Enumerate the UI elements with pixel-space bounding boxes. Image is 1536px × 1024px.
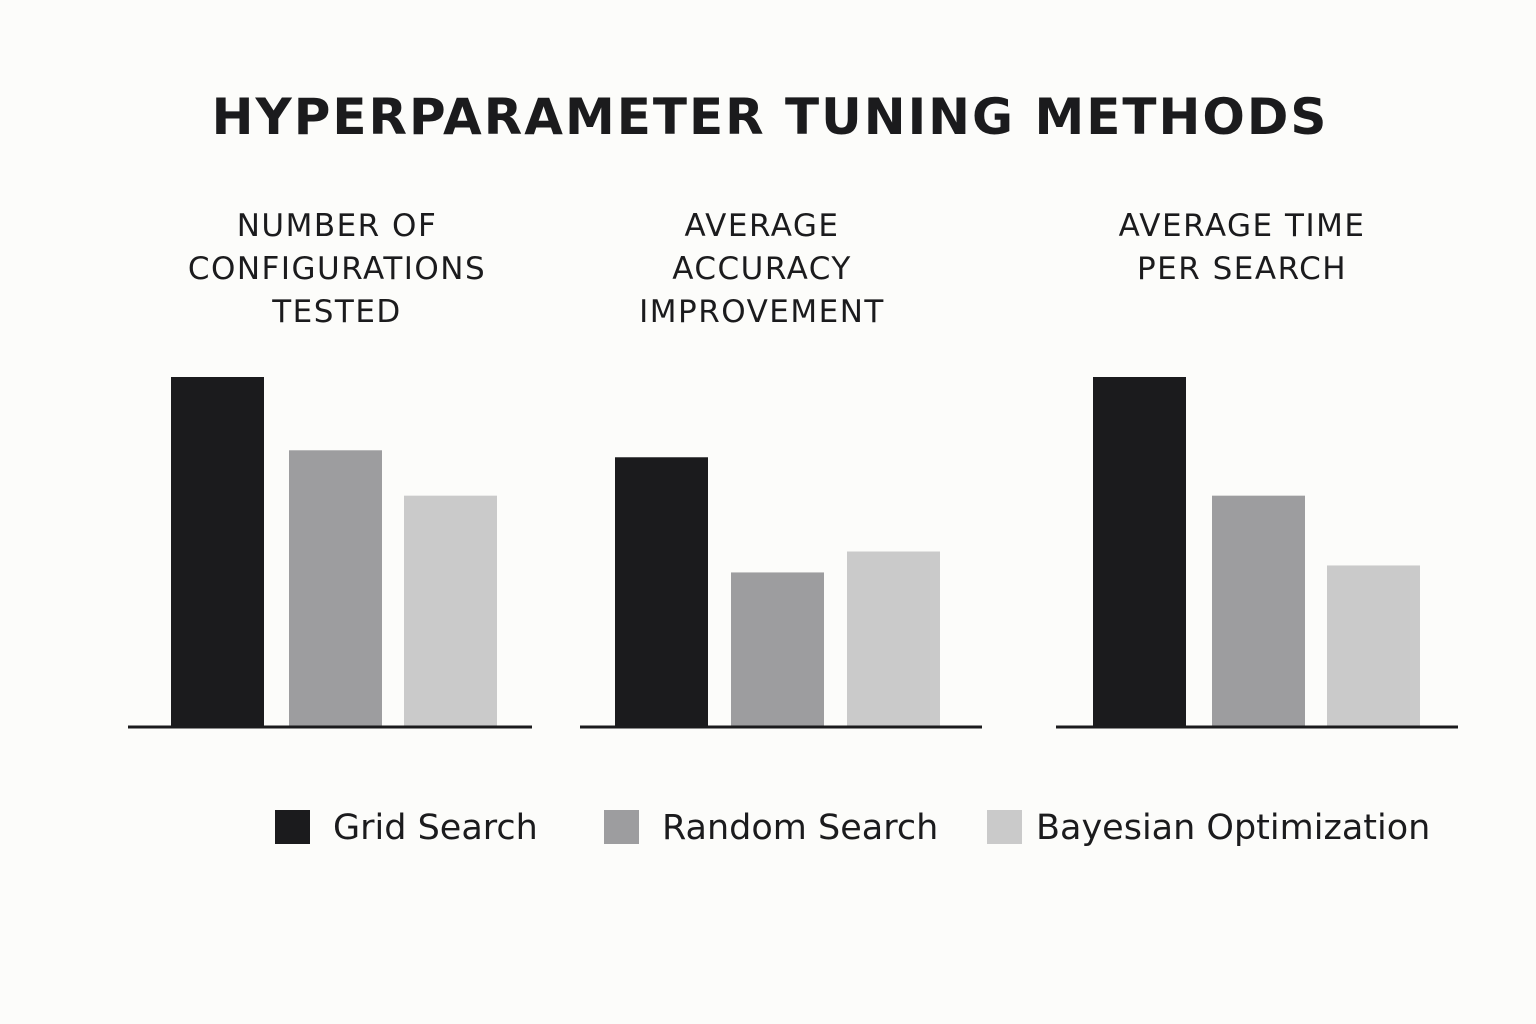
- legend-label: Bayesian Optimization: [1036, 808, 1430, 848]
- panel-title-line: AVERAGE: [684, 208, 839, 244]
- panel-title: NUMBER OF CONFIGURATIONS TESTED: [188, 208, 486, 330]
- legend: Grid Search Random Search Bayesian Optimiz…: [275, 808, 1430, 848]
- legend-label: Grid Search: [333, 808, 538, 848]
- legend-swatch: [987, 810, 1022, 844]
- bar-random-search: [731, 572, 824, 726]
- legend-swatch: [275, 810, 310, 844]
- chart-title: HYPERPARAMETER TUNING METHODS: [212, 88, 1329, 146]
- bar-random-search: [289, 450, 382, 726]
- bar-random-search: [1212, 495, 1305, 726]
- panel-title-line: PER SEARCH: [1137, 251, 1347, 287]
- bar-bayesian-optimization: [404, 495, 497, 726]
- legend-label: Random Search: [662, 808, 938, 848]
- panel-title-line: IMPROVEMENT: [639, 294, 885, 330]
- legend-item-grid-search: Grid Search: [275, 808, 538, 848]
- bar-bayesian-optimization: [847, 551, 940, 726]
- panel-title-line: TESTED: [271, 294, 402, 330]
- chart-panels: NUMBER OF CONFIGURATIONS TESTED AVERAGE ACCU…: [128, 208, 1458, 729]
- legend-item-bayesian-optimization: Bayesian Optimization: [987, 808, 1430, 848]
- legend-item-random-search: Random Search: [604, 808, 938, 848]
- panel-title-line: AVERAGE TIME: [1119, 208, 1366, 244]
- panel-title-line: CONFIGURATIONS: [188, 251, 486, 287]
- bar-grid-search: [615, 457, 708, 726]
- panel-title: AVERAGE TIME PER SEARCH: [1119, 208, 1366, 287]
- legend-swatch: [604, 810, 639, 844]
- panel-title: AVERAGE ACCURACY IMPROVEMENT: [639, 208, 885, 330]
- bar-bayesian-optimization: [1327, 565, 1420, 726]
- panel-2: AVERAGE ACCURACY IMPROVEMENT: [580, 208, 982, 729]
- bar-grid-search: [1093, 377, 1186, 726]
- panel-title-line: NUMBER OF: [237, 208, 438, 244]
- panel-title-line: ACCURACY: [672, 251, 852, 287]
- bar-grid-search: [171, 377, 264, 726]
- panel-3: AVERAGE TIME PER SEARCH: [1056, 208, 1458, 729]
- panel-1: NUMBER OF CONFIGURATIONS TESTED: [128, 208, 532, 729]
